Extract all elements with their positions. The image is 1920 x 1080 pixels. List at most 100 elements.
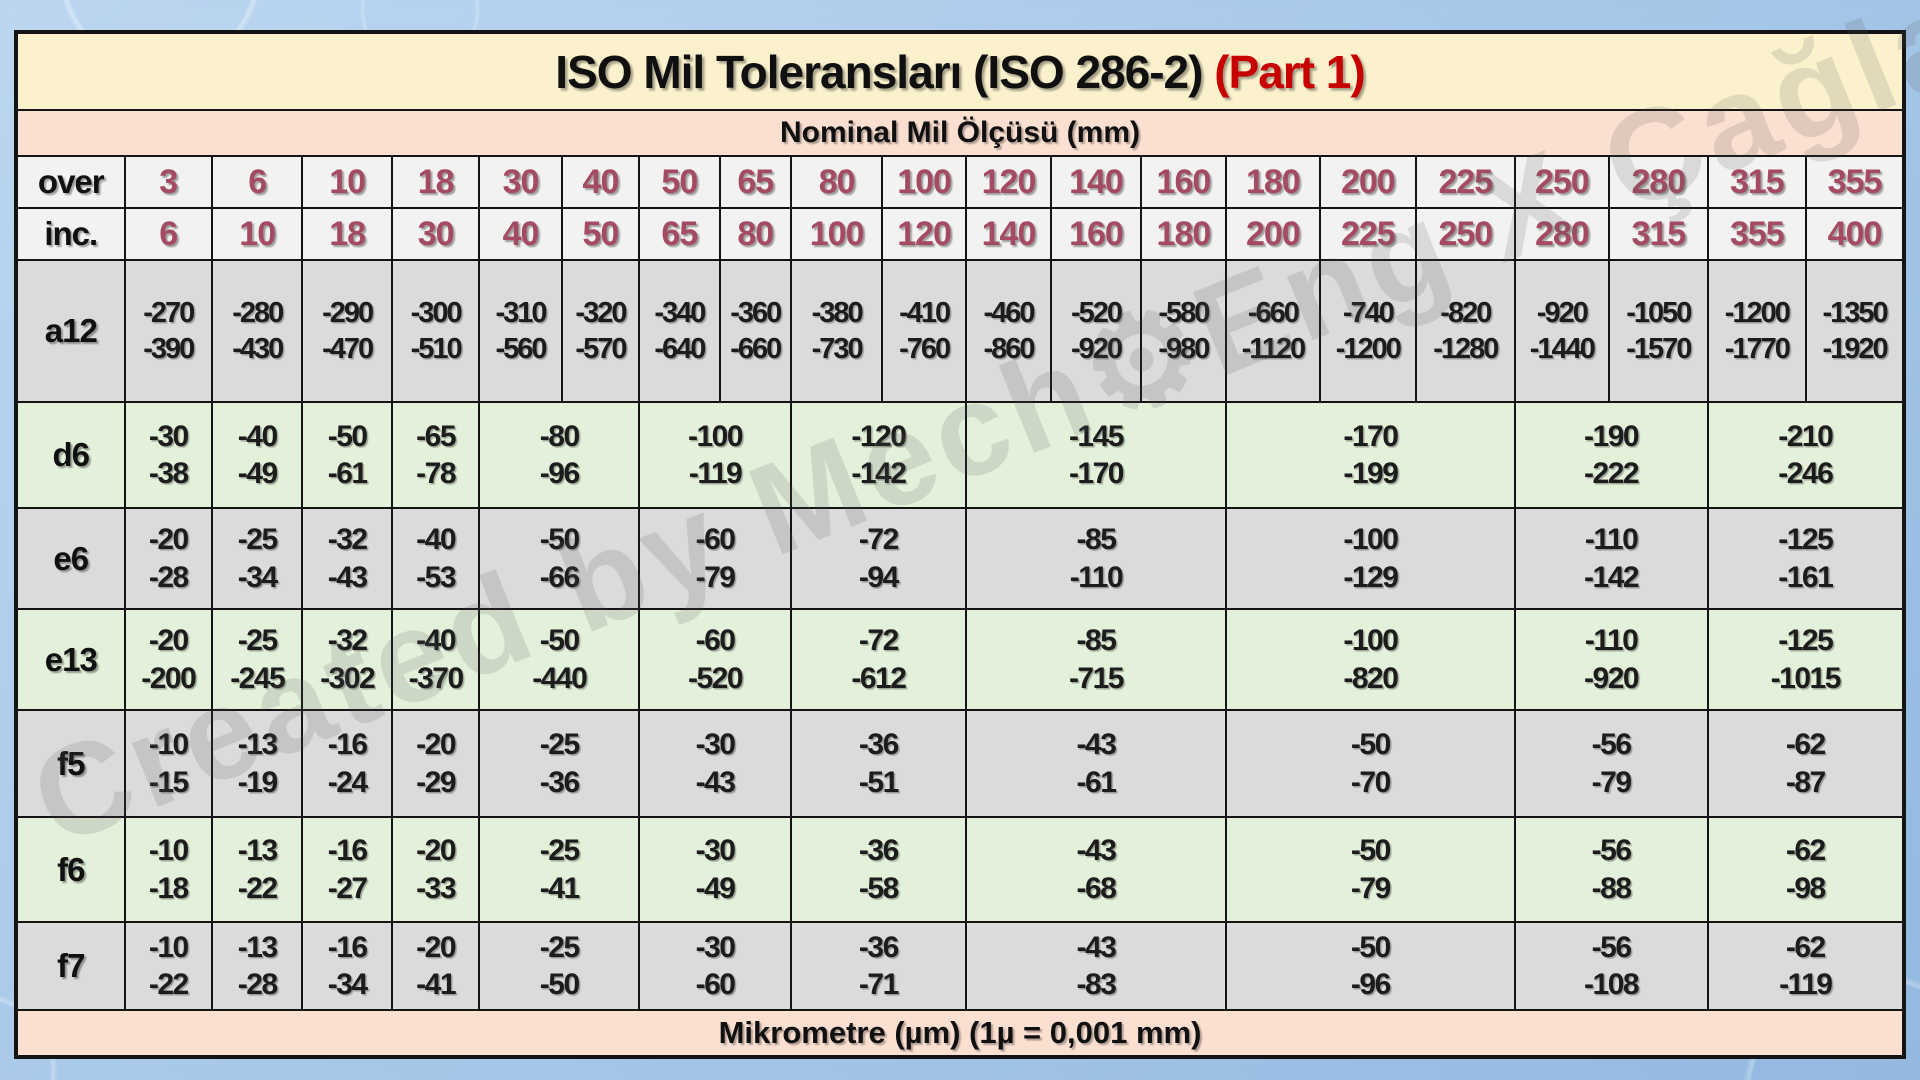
upper-deviation: -56 bbox=[1591, 930, 1632, 964]
upper-deviation: -25 bbox=[237, 624, 278, 657]
upper-deviation: -43 bbox=[1076, 930, 1117, 964]
tolerance-cell: -110 -142 bbox=[1513, 507, 1709, 610]
lower-deviation: -79 bbox=[1591, 765, 1632, 799]
lower-deviation: -34 bbox=[237, 560, 278, 594]
size-over-value: 140 bbox=[1050, 155, 1142, 209]
upper-deviation: -16 bbox=[327, 728, 368, 761]
grade-label-d6: d6 bbox=[15, 401, 126, 509]
lower-deviation: -22 bbox=[148, 968, 189, 1001]
size-over-value: 80 bbox=[789, 155, 884, 209]
lower-deviation: -920 bbox=[1584, 661, 1640, 695]
upper-deviation: -30 bbox=[695, 834, 736, 867]
size-inc-value: 65 bbox=[638, 207, 721, 261]
tolerance-cell: -60 -520 bbox=[638, 608, 792, 711]
lower-deviation: -110 bbox=[1069, 560, 1124, 594]
tolerance-cell: -410 -760 bbox=[881, 259, 967, 403]
upper-deviation: -20 bbox=[416, 728, 456, 761]
lower-deviation: -94 bbox=[858, 560, 899, 594]
lower-deviation: -1200 bbox=[1335, 333, 1402, 365]
title-part-label: (Part 1) bbox=[1202, 45, 1366, 98]
lower-deviation: -49 bbox=[695, 871, 736, 905]
tolerance-cell: -25 -41 bbox=[478, 816, 641, 923]
size-inc-value: 40 bbox=[478, 207, 563, 261]
nominal-size-band: Nominal Mil Ölçüsü (mm) bbox=[15, 109, 1905, 157]
size-inc-value: 18 bbox=[301, 207, 393, 261]
upper-deviation: -145 bbox=[1068, 419, 1125, 453]
lower-deviation: -390 bbox=[143, 333, 195, 365]
upper-deviation: -62 bbox=[1785, 728, 1826, 761]
lower-deviation: -38 bbox=[148, 457, 189, 490]
upper-deviation: -72 bbox=[858, 624, 899, 657]
size-over-value: 30 bbox=[478, 155, 563, 209]
grade-label-a12: a12 bbox=[15, 259, 126, 403]
upper-deviation: -100 bbox=[1343, 624, 1399, 657]
tolerance-cell: -100 -820 bbox=[1225, 608, 1516, 711]
tolerance-cell: -43 -68 bbox=[964, 816, 1228, 923]
tolerance-cell: -40 -49 bbox=[210, 401, 304, 509]
upper-deviation: -125 bbox=[1778, 624, 1834, 657]
tolerance-cell: -110 -920 bbox=[1513, 608, 1709, 711]
tolerance-cell: -56 -79 bbox=[1513, 709, 1709, 818]
lower-deviation: -34 bbox=[327, 968, 368, 1001]
lower-deviation: -560 bbox=[495, 333, 548, 365]
upper-deviation: -110 bbox=[1584, 523, 1639, 556]
upper-deviation: -25 bbox=[539, 728, 580, 761]
lower-deviation: -19 bbox=[237, 765, 278, 799]
tolerance-cell: -13 -19 bbox=[210, 709, 304, 818]
tolerance-cell: -170 -199 bbox=[1225, 401, 1516, 509]
tolerance-cell: -50 -66 bbox=[478, 507, 641, 610]
tolerance-cell: -125 -1015 bbox=[1706, 608, 1906, 711]
upper-deviation: -16 bbox=[327, 834, 368, 867]
tolerance-cell: -460 -860 bbox=[964, 259, 1053, 403]
lower-deviation: -860 bbox=[983, 333, 1035, 365]
tolerance-cell: -30 -49 bbox=[638, 816, 792, 923]
tolerance-cell: -820 -1280 bbox=[1415, 259, 1516, 403]
upper-deviation: -36 bbox=[858, 728, 899, 761]
upper-deviation: -25 bbox=[539, 930, 580, 964]
lower-deviation: -246 bbox=[1778, 457, 1834, 490]
tolerance-cell: -10 -18 bbox=[123, 816, 213, 923]
size-inc-value: 315 bbox=[1608, 207, 1709, 261]
grade-label-f5: f5 bbox=[15, 709, 126, 818]
size-inc-value: 200 bbox=[1225, 207, 1321, 261]
upper-deviation: -270 bbox=[143, 296, 195, 329]
tolerance-cell: -80 -96 bbox=[478, 401, 641, 509]
upper-deviation: -290 bbox=[322, 296, 374, 329]
tolerance-cell: -270 -390 bbox=[123, 259, 213, 403]
upper-deviation: -85 bbox=[1076, 624, 1117, 657]
tolerance-cell: -25 -36 bbox=[478, 709, 641, 818]
size-inc-value: 180 bbox=[1139, 207, 1228, 261]
grade-label-e6: e6 bbox=[15, 507, 126, 610]
size-over-value: 50 bbox=[638, 155, 721, 209]
tolerance-cell: -16 -27 bbox=[301, 816, 393, 923]
tolerance-row-f6: f6 -10 -18 -13 -22 -16 -27 -20 -33 -25 -41 -30 -49 -3… bbox=[15, 816, 1906, 923]
over-label: over bbox=[15, 155, 126, 209]
upper-deviation: -72 bbox=[858, 523, 899, 556]
size-over-value: 18 bbox=[390, 155, 481, 209]
size-over-value: 180 bbox=[1225, 155, 1321, 209]
tolerance-cell: -10 -22 bbox=[123, 921, 213, 1011]
upper-deviation: -65 bbox=[416, 419, 456, 453]
title-cell: ISO Mil Toleransları (ISO 286-2) (Part 1… bbox=[15, 31, 1905, 111]
upper-deviation: -50 bbox=[539, 523, 580, 556]
upper-deviation: -520 bbox=[1070, 296, 1123, 329]
lower-deviation: -70 bbox=[1350, 765, 1391, 799]
size-inc-value: 400 bbox=[1805, 207, 1905, 261]
tolerance-table: ISO Mil Toleransları (ISO 286-2) (Part 1… bbox=[14, 30, 1906, 1059]
upper-deviation: -50 bbox=[327, 419, 368, 453]
tolerance-cell: -1350 -1920 bbox=[1805, 259, 1905, 403]
tolerance-cell: -50 -96 bbox=[1225, 921, 1516, 1011]
grade-label-f6: f6 bbox=[15, 816, 126, 923]
lower-deviation: -142 bbox=[851, 457, 907, 490]
tolerance-cell: -72 -94 bbox=[789, 507, 967, 610]
tolerance-cell: -62 -119 bbox=[1706, 921, 1906, 1011]
lower-deviation: -715 bbox=[1068, 661, 1125, 695]
over-row: over 3 6 10 18 30 40 50 65 80 100 120 140 160 180 200 22… bbox=[15, 155, 1905, 209]
tolerance-cell: -65 -78 bbox=[390, 401, 481, 509]
tolerance-cell: -40 -53 bbox=[390, 507, 481, 610]
size-inc-value: 100 bbox=[789, 207, 884, 261]
tolerance-cell: -36 -58 bbox=[789, 816, 967, 923]
lower-deviation: -430 bbox=[232, 333, 284, 365]
upper-deviation: -36 bbox=[858, 834, 899, 867]
tolerance-cell: -920 -1440 bbox=[1513, 259, 1611, 403]
